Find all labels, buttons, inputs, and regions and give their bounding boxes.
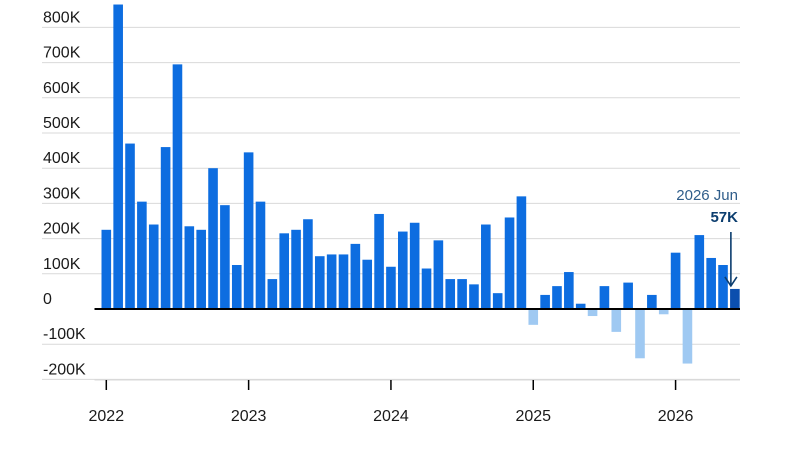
bar xyxy=(730,288,740,309)
bar xyxy=(635,309,645,359)
bar xyxy=(196,229,206,309)
y-tick-label: 800K xyxy=(43,9,81,26)
bar xyxy=(125,143,135,309)
x-tick-label: 2026 xyxy=(658,408,694,425)
y-tick-label: 500K xyxy=(43,115,81,132)
bar xyxy=(338,254,349,309)
y-tick-label: 200K xyxy=(43,221,81,238)
bar xyxy=(314,256,325,309)
bar xyxy=(457,279,467,309)
bar xyxy=(658,309,669,315)
y-tick-label: -200K xyxy=(43,361,86,378)
bar xyxy=(267,279,278,309)
bar xyxy=(611,309,622,332)
bar xyxy=(172,64,183,309)
bar xyxy=(575,303,586,309)
bar xyxy=(564,272,574,309)
bar xyxy=(504,217,515,309)
bar xyxy=(552,286,562,309)
bar xyxy=(374,213,384,309)
bar xyxy=(599,286,610,309)
bar xyxy=(362,259,373,309)
y-tick-label: 100K xyxy=(43,256,81,273)
bar xyxy=(279,233,289,309)
x-tick-label: 2023 xyxy=(231,408,267,425)
bar xyxy=(386,266,396,309)
bar xyxy=(113,4,123,310)
bars xyxy=(101,4,740,364)
y-tick-label: -100K xyxy=(43,326,86,343)
bar xyxy=(303,219,313,309)
annotation-arrow-head xyxy=(724,276,738,288)
y-tick-label: 300K xyxy=(43,185,81,202)
bar xyxy=(184,226,195,309)
bar xyxy=(516,196,527,309)
bar xyxy=(587,309,598,317)
bar xyxy=(528,309,539,325)
bar xyxy=(421,268,432,309)
bar xyxy=(231,265,242,309)
annotation-period-label: 2026 Jun xyxy=(676,187,738,204)
latest-value-annotation: 2026 Jun 57K xyxy=(676,187,738,288)
bar xyxy=(291,229,301,309)
bar xyxy=(718,265,728,309)
bar xyxy=(350,243,361,309)
bar xyxy=(220,205,230,309)
bar xyxy=(160,147,171,309)
bar xyxy=(492,293,503,309)
bar xyxy=(670,252,681,309)
y-tick-label: 400K xyxy=(43,150,81,167)
annotation-value-label: 57K xyxy=(710,209,738,226)
bar xyxy=(623,282,633,309)
bar xyxy=(540,294,550,309)
bar xyxy=(148,224,159,309)
y-tick-label: 700K xyxy=(43,45,81,62)
bar xyxy=(409,222,420,309)
bar xyxy=(208,168,218,309)
bar xyxy=(326,254,337,309)
bar xyxy=(255,201,266,309)
bar xyxy=(647,294,657,309)
bar xyxy=(101,229,112,309)
bar xyxy=(682,309,693,364)
bar xyxy=(469,284,479,309)
x-tick-label: 2022 xyxy=(89,408,125,425)
x-tick-label: 2024 xyxy=(373,408,409,425)
y-tick-label: 0 xyxy=(43,291,52,308)
bar xyxy=(137,201,147,309)
bar xyxy=(445,279,456,309)
bar xyxy=(243,152,254,309)
x-tick-label: 2025 xyxy=(515,408,551,425)
bar xyxy=(706,257,716,309)
bar xyxy=(433,240,444,309)
x-axis: 2022 2023 2024 2025 2026 xyxy=(89,308,740,425)
bar xyxy=(694,235,705,309)
y-tick-label: 600K xyxy=(43,80,81,97)
bar xyxy=(398,231,408,309)
bar xyxy=(481,224,491,309)
y-axis-ticks: 800K 700K 600K 500K 400K 300K 200K 100K 0 -100K -2… xyxy=(43,9,86,378)
